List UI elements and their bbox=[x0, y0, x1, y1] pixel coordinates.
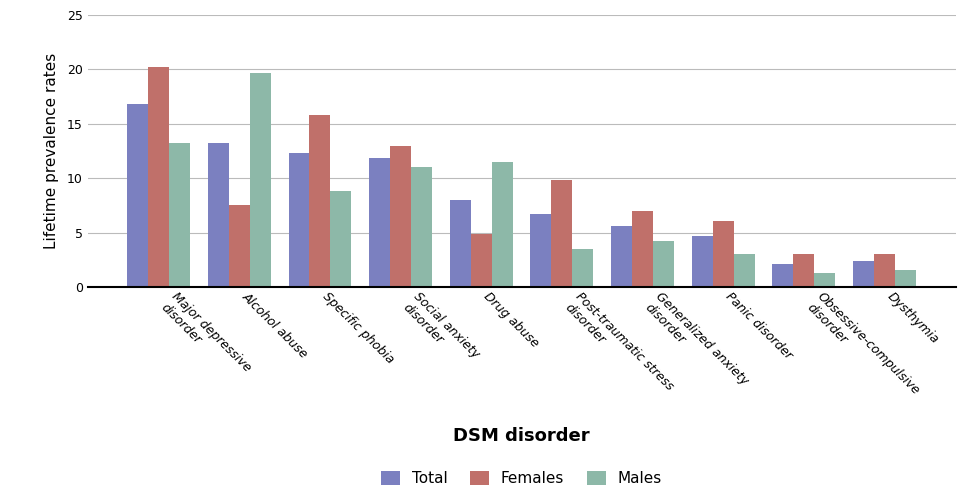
Bar bbox=[370, 157, 390, 287]
Bar bbox=[713, 221, 734, 287]
Legend: Total, Females, Males: Total, Females, Males bbox=[373, 463, 670, 494]
Bar bbox=[814, 273, 836, 287]
Bar bbox=[411, 167, 432, 287]
Bar bbox=[692, 236, 713, 287]
Bar bbox=[331, 191, 351, 287]
Bar bbox=[390, 146, 411, 287]
Y-axis label: Lifetime prevalence rates: Lifetime prevalence rates bbox=[44, 53, 58, 249]
Bar bbox=[653, 242, 674, 287]
Bar bbox=[875, 254, 895, 287]
Bar bbox=[169, 144, 190, 287]
Bar bbox=[611, 226, 632, 287]
Text: DSM disorder: DSM disorder bbox=[453, 427, 590, 445]
Bar bbox=[491, 162, 513, 287]
Bar bbox=[895, 270, 916, 287]
Bar bbox=[794, 254, 814, 287]
Bar bbox=[471, 234, 491, 287]
Bar bbox=[229, 205, 250, 287]
Bar bbox=[572, 249, 594, 287]
Bar bbox=[772, 264, 794, 287]
Bar bbox=[632, 211, 653, 287]
Bar bbox=[552, 180, 572, 287]
Bar bbox=[208, 144, 229, 287]
Bar bbox=[530, 214, 552, 287]
Bar bbox=[853, 261, 875, 287]
Bar bbox=[289, 153, 309, 287]
Bar bbox=[309, 115, 331, 287]
Bar bbox=[148, 67, 169, 287]
Bar bbox=[734, 254, 755, 287]
Bar bbox=[449, 200, 471, 287]
Bar bbox=[127, 104, 148, 287]
Bar bbox=[250, 73, 271, 287]
